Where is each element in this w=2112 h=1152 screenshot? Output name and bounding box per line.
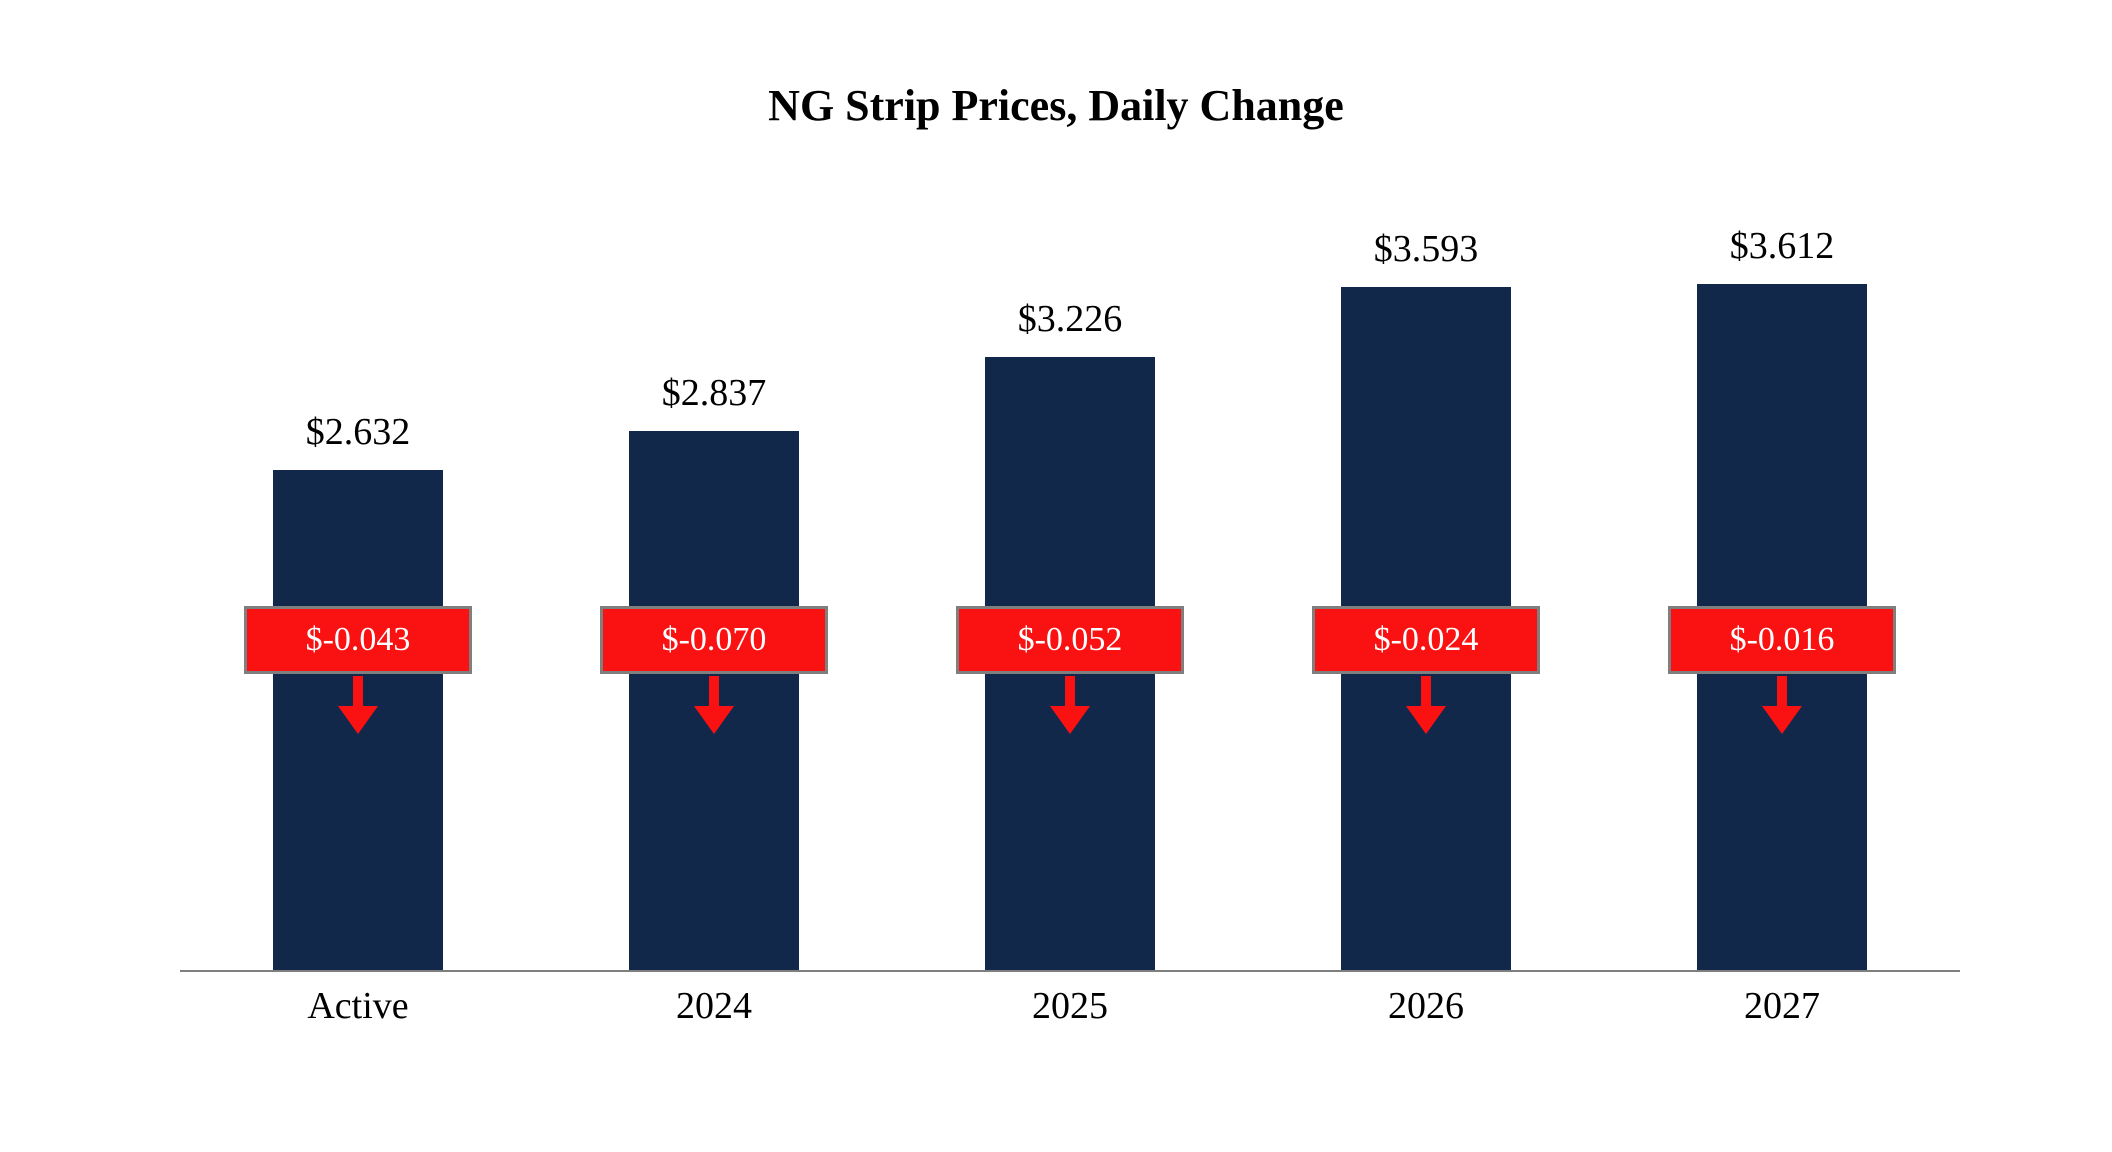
price-label: $3.593 bbox=[1374, 227, 1479, 271]
price-label: $2.837 bbox=[662, 371, 767, 415]
down-arrow-icon bbox=[694, 676, 734, 734]
daily-change-badge: $-0.024 bbox=[1312, 606, 1540, 674]
bar-slot: $3.5932026$-0.024 bbox=[1248, 210, 1604, 970]
price-label: $2.632 bbox=[306, 410, 411, 454]
down-arrow-icon bbox=[1762, 676, 1802, 734]
price-label: $3.226 bbox=[1018, 297, 1123, 341]
daily-change-badge: $-0.043 bbox=[244, 606, 472, 674]
down-arrow-icon bbox=[338, 676, 378, 734]
category-label: 2024 bbox=[676, 970, 752, 1028]
bar-slot: $3.6122027$-0.016 bbox=[1604, 210, 1960, 970]
price-label: $3.612 bbox=[1730, 224, 1835, 268]
bar-slot: $2.632Active$-0.043 bbox=[180, 210, 536, 970]
category-label: 2027 bbox=[1744, 970, 1820, 1028]
down-arrow-icon bbox=[1406, 676, 1446, 734]
chart-title: NG Strip Prices, Daily Change bbox=[0, 80, 2112, 131]
daily-change-badge: $-0.070 bbox=[600, 606, 828, 674]
bar-slot: $3.2262025$-0.052 bbox=[892, 210, 1248, 970]
category-label: Active bbox=[307, 970, 408, 1028]
daily-change-badge: $-0.016 bbox=[1668, 606, 1896, 674]
chart-container: NG Strip Prices, Daily Change $2.632Acti… bbox=[0, 0, 2112, 1152]
plot-area: $2.632Active$-0.043$2.8372024$-0.070$3.2… bbox=[180, 210, 1960, 972]
bar-slot: $2.8372024$-0.070 bbox=[536, 210, 892, 970]
category-label: 2026 bbox=[1388, 970, 1464, 1028]
category-label: 2025 bbox=[1032, 970, 1108, 1028]
down-arrow-icon bbox=[1050, 676, 1090, 734]
daily-change-badge: $-0.052 bbox=[956, 606, 1184, 674]
